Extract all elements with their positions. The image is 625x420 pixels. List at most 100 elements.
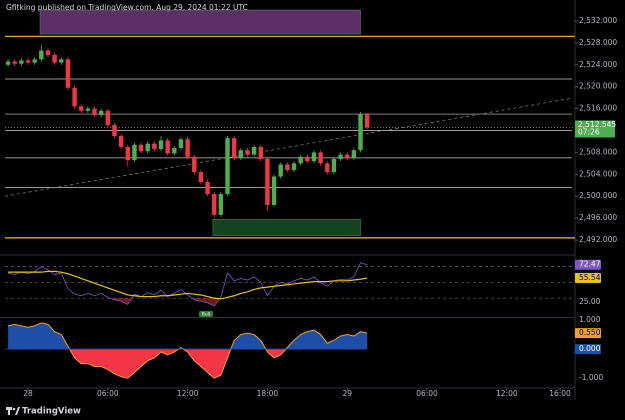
y-tick-label: 25.00 bbox=[579, 297, 601, 306]
countdown-label: 07:26 bbox=[578, 128, 600, 137]
logo-bar bbox=[6, 407, 12, 410]
logo-slash bbox=[15, 407, 20, 415]
candle-body bbox=[132, 144, 137, 161]
zone bbox=[39, 9, 361, 35]
last-price-box bbox=[575, 120, 615, 138]
candle-body bbox=[198, 172, 204, 182]
candle-body bbox=[52, 54, 57, 63]
zero-box bbox=[575, 344, 601, 355]
candle-body bbox=[218, 194, 224, 215]
x-tick-label: 06:00 bbox=[97, 389, 119, 398]
candle-body bbox=[271, 176, 277, 205]
candle-body bbox=[92, 108, 97, 116]
candle-body bbox=[19, 60, 24, 64]
candle-body bbox=[231, 138, 237, 158]
candle-body bbox=[285, 164, 290, 170]
oscillator-line bbox=[7, 322, 368, 379]
candle-body bbox=[45, 50, 51, 55]
candle-body bbox=[12, 61, 17, 64]
x-tick-label: 28 bbox=[23, 389, 33, 398]
value-label: 55.54 bbox=[579, 273, 601, 282]
x-tick-label: 16:00 bbox=[549, 389, 571, 398]
candle-body bbox=[25, 60, 31, 63]
y-tick-label: 2,500.000 bbox=[579, 191, 617, 200]
candle-body bbox=[98, 110, 104, 116]
y-tick-label: 2,492.000 bbox=[579, 235, 617, 244]
candle-body bbox=[251, 146, 257, 155]
candle-body bbox=[158, 140, 164, 150]
candle-body bbox=[298, 156, 303, 164]
y-tick-label: 2,508.000 bbox=[579, 147, 617, 156]
candle-body bbox=[32, 59, 37, 63]
candle-body bbox=[72, 87, 77, 107]
value-box bbox=[575, 259, 601, 270]
candle-body bbox=[85, 108, 91, 111]
indicator-line bbox=[7, 262, 368, 307]
signal-box bbox=[199, 311, 213, 317]
signal-label: Bull bbox=[202, 312, 210, 318]
brand-logo bbox=[6, 407, 20, 415]
brand-name: TradingView bbox=[22, 407, 81, 417]
candle-body bbox=[165, 140, 170, 154]
value-box bbox=[575, 328, 601, 339]
candle-body bbox=[238, 150, 244, 158]
candle-body bbox=[118, 135, 124, 147]
candle-body bbox=[345, 154, 350, 158]
candle-body bbox=[311, 152, 317, 162]
candle-body bbox=[318, 152, 323, 164]
y-tick-label: 2,504.000 bbox=[579, 169, 617, 178]
candle-body bbox=[138, 144, 144, 152]
y-tick-label: 2,524.000 bbox=[579, 60, 617, 69]
candle-body bbox=[5, 61, 11, 65]
value-label: 72.47 bbox=[579, 260, 601, 269]
candle-body bbox=[105, 110, 111, 126]
x-tick-label: 12:00 bbox=[177, 389, 199, 398]
x-tick-label: 18:00 bbox=[257, 389, 279, 398]
candle-body bbox=[178, 139, 184, 149]
zone bbox=[212, 218, 361, 236]
candle-body bbox=[278, 164, 283, 177]
candle-body bbox=[112, 125, 117, 136]
candle-body bbox=[152, 143, 157, 150]
y-tick-label: 2,528.000 bbox=[579, 38, 617, 47]
candle-body bbox=[291, 163, 297, 170]
candle-body bbox=[331, 158, 337, 173]
candle-body bbox=[212, 194, 217, 215]
candle-body bbox=[145, 143, 150, 152]
oscillator-area bbox=[8, 322, 368, 379]
candle-body bbox=[172, 148, 177, 154]
candle-body bbox=[258, 146, 263, 159]
y-tick-label: 2,516.000 bbox=[579, 104, 617, 113]
candle-body bbox=[305, 156, 310, 162]
candle-body bbox=[325, 163, 330, 173]
y-tick-label: 2,520.000 bbox=[579, 82, 617, 91]
candle-body bbox=[192, 156, 197, 173]
y-tick-label: 2,532.000 bbox=[579, 16, 617, 25]
candle-body bbox=[65, 59, 71, 88]
candle-body bbox=[185, 139, 190, 157]
candle-body bbox=[245, 150, 250, 155]
logo-stem bbox=[8, 410, 10, 415]
publish-header: Gfitking published on TradingView.com, A… bbox=[6, 3, 248, 12]
candle-body bbox=[125, 146, 130, 161]
x-tick-label: 29 bbox=[342, 389, 352, 398]
candle-body bbox=[79, 106, 84, 111]
logo-dot bbox=[12, 407, 16, 411]
zero-label: 0.000 bbox=[579, 344, 601, 353]
y-tick-label: 2,496.000 bbox=[579, 213, 617, 222]
value-label: 0.550 bbox=[579, 328, 601, 337]
candle-body bbox=[265, 158, 270, 205]
y-tick-label: -1.000 bbox=[579, 373, 603, 382]
candle-body bbox=[225, 138, 230, 195]
x-tick-label: 06:00 bbox=[416, 389, 438, 398]
candle-body bbox=[39, 50, 44, 60]
candle-body bbox=[59, 59, 64, 63]
candle-body bbox=[358, 114, 363, 151]
candle-body bbox=[364, 114, 370, 128]
candle-body bbox=[205, 181, 210, 195]
candle-body bbox=[338, 154, 343, 159]
x-tick-label: 12:00 bbox=[496, 389, 518, 398]
value-box bbox=[575, 273, 601, 284]
candle-body bbox=[351, 150, 357, 158]
